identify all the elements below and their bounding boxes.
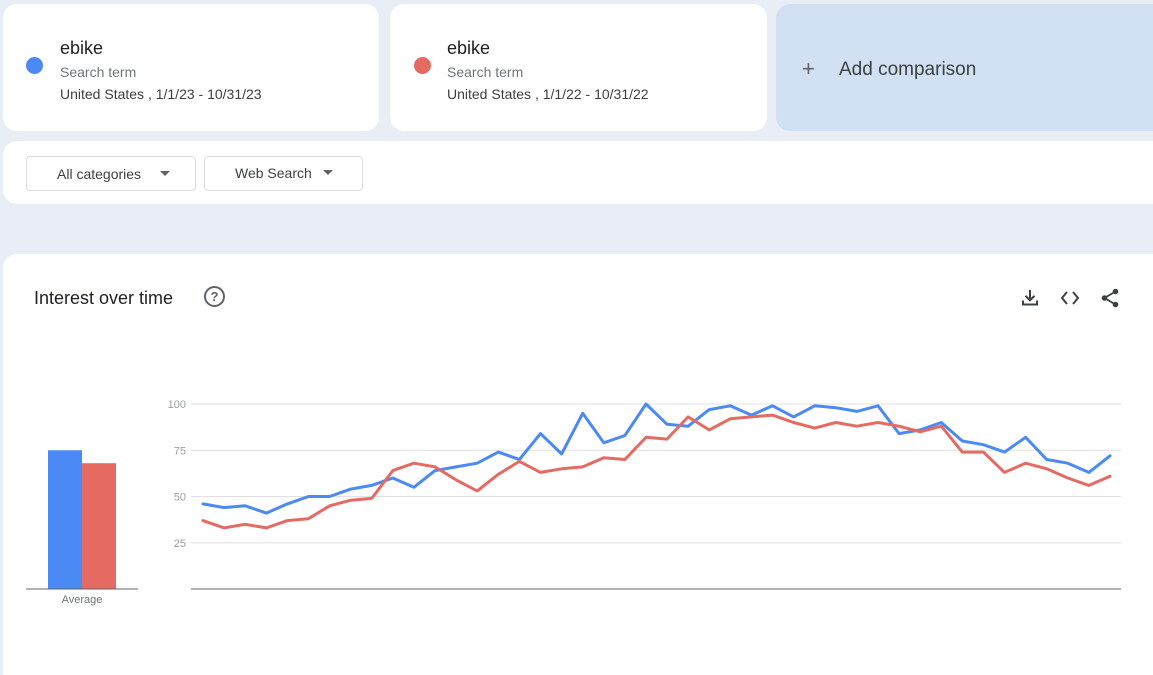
y-tick-label: 50 — [174, 492, 186, 504]
average-label: Average — [62, 594, 103, 606]
term-range: United States , 1/1/23 - 10/31/23 — [60, 86, 262, 102]
download-icon[interactable] — [1019, 287, 1041, 309]
filter-bar: All categories Web Search — [3, 141, 1153, 204]
search-type-dropdown[interactable]: Web Search — [204, 156, 363, 191]
caret-down-icon — [323, 170, 333, 175]
series-color-dot — [26, 57, 43, 74]
interest-over-time-panel: Interest over time ? 25 50 75 100 Average — [3, 254, 1153, 675]
term-type: Search term — [60, 64, 137, 80]
average-bar-2 — [82, 463, 116, 589]
search-term-card-2[interactable]: ebike Search term United States , 1/1/22… — [390, 4, 767, 131]
series-line-2 — [201, 413, 1112, 530]
search-term-card-1[interactable]: ebike Search term United States , 1/1/23… — [3, 4, 379, 131]
share-icon[interactable] — [1099, 287, 1121, 309]
y-tick-label: 75 — [174, 445, 186, 457]
caret-down-icon — [160, 171, 170, 176]
term-range: United States , 1/1/22 - 10/31/22 — [447, 86, 649, 102]
plus-icon: + — [802, 56, 815, 81]
add-comparison-button[interactable]: + Add comparison — [776, 4, 1153, 131]
categories-dropdown[interactable]: All categories — [26, 156, 196, 191]
term-name: ebike — [60, 38, 104, 58]
series-color-dot — [414, 57, 431, 74]
categories-dropdown-label: All categories — [57, 166, 142, 182]
series-line-1 — [201, 402, 1112, 515]
add-comparison-label: Add comparison — [839, 59, 977, 80]
interest-chart: 25 50 75 100 Average — [26, 399, 1121, 606]
y-tick-label: 100 — [168, 399, 186, 411]
panel-title: Interest over time — [34, 288, 174, 308]
search-type-dropdown-label: Web Search — [235, 165, 312, 181]
average-bar-1 — [48, 450, 82, 589]
term-type: Search term — [447, 64, 524, 80]
y-tick-label: 25 — [174, 538, 186, 550]
embed-icon[interactable] — [1059, 287, 1081, 309]
help-icon[interactable]: ? — [204, 286, 225, 307]
term-name: ebike — [447, 38, 491, 58]
